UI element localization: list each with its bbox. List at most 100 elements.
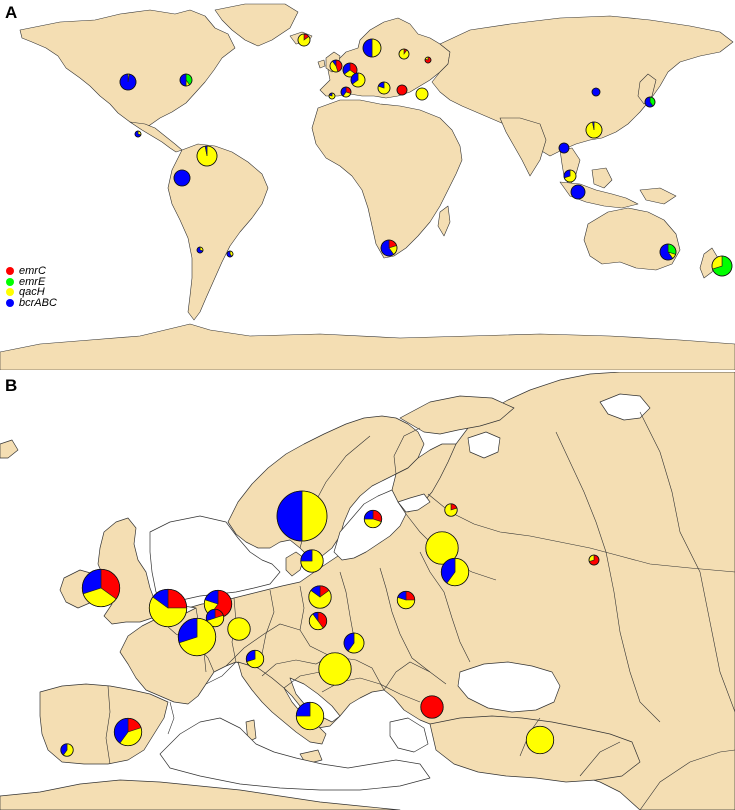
pie-markers-world [119, 33, 733, 277]
pie-marker [558, 142, 570, 154]
pie-outline [591, 87, 601, 97]
pie-outline [525, 725, 555, 755]
pie-outline [245, 649, 265, 669]
pie-marker [585, 121, 603, 139]
pie-outline [179, 73, 193, 87]
pie-outline [563, 169, 577, 183]
land-new-zealand [699, 247, 719, 279]
land-north-africa [0, 779, 401, 810]
pie-marker [350, 72, 366, 88]
pie-outline [148, 588, 188, 628]
pie-outline [570, 184, 586, 200]
land-greenland [214, 3, 299, 47]
world-map [0, 0, 735, 370]
pie-marker [300, 549, 324, 573]
pie-outline [340, 86, 352, 98]
pie-outline [177, 617, 217, 657]
pie-marker [711, 255, 733, 277]
legend-swatch [6, 277, 14, 286]
pie-outline [425, 531, 459, 565]
pie-marker [396, 84, 408, 96]
pie-marker [227, 617, 251, 641]
legend-label: emrE [19, 275, 46, 288]
pie-outline [205, 608, 225, 628]
pie-outline [113, 717, 143, 747]
land-denmark [285, 551, 305, 577]
land-new-guinea [639, 187, 677, 205]
pie-outline [318, 652, 352, 686]
pie-marker [570, 184, 586, 200]
pie-marker [318, 652, 352, 686]
pie-marker [591, 87, 601, 97]
pie-outline [396, 84, 408, 96]
pie-marker [134, 130, 142, 138]
sea-black [457, 661, 561, 713]
pie-outline [295, 701, 325, 731]
legend-item-emre: emrE [6, 275, 57, 288]
land-scandinavia [227, 415, 425, 559]
pie-outline [60, 743, 74, 757]
pie-outline [227, 617, 251, 641]
land-central-america [129, 121, 183, 153]
pie-marker [440, 557, 470, 587]
pie-outline [380, 239, 398, 257]
pie-marker [81, 568, 121, 608]
land-kola [399, 395, 515, 435]
pie-marker [362, 38, 382, 58]
pie-marker [525, 725, 555, 755]
pie-outline [300, 549, 324, 573]
pie-marker [196, 246, 204, 254]
pie-marker [295, 701, 325, 731]
pie-outline [119, 73, 137, 91]
land-madagascar [437, 205, 451, 237]
pie-marker [363, 509, 383, 529]
pie-outline [362, 38, 382, 58]
pie-marker [308, 585, 332, 609]
pie-marker [60, 743, 74, 757]
pie-marker [179, 73, 193, 87]
pie-marker [424, 56, 432, 64]
sea-gulf-finland [397, 493, 431, 513]
pie-outline [398, 48, 410, 60]
pie-outline [342, 62, 358, 78]
pie-marker [113, 717, 143, 747]
pie-marker [420, 695, 444, 719]
sea-aegean [389, 717, 429, 753]
panel-b: B [0, 372, 735, 810]
legend-item-qach: qacH [6, 286, 57, 298]
land-borneo [591, 167, 613, 189]
sea-white [467, 431, 501, 459]
pie-marker [308, 611, 328, 631]
pie-marker [196, 145, 218, 167]
pie-outline [134, 130, 142, 138]
land-south-america [167, 143, 269, 321]
pie-marker [377, 81, 391, 95]
pie-outline [420, 695, 444, 719]
legend-swatch [6, 288, 14, 297]
sea-arctic-inlet [599, 393, 651, 421]
legend-item-emrc: emrC [6, 265, 57, 278]
pie-marker [398, 48, 410, 60]
sea-mediterranean [159, 717, 431, 791]
pie-outline [196, 246, 204, 254]
pie-marker [297, 33, 311, 47]
legend-label: emrC [19, 265, 46, 278]
pie-marker [396, 590, 416, 610]
pie-marker [328, 92, 336, 100]
land-ireland [317, 59, 326, 69]
pie-outline [173, 169, 191, 187]
pie-outline [588, 554, 600, 566]
panel-a-label: A [5, 3, 18, 22]
pie-outline [329, 59, 343, 73]
pie-outline [415, 87, 429, 101]
pie-outline [396, 590, 416, 610]
pie-marker [148, 588, 188, 628]
pie-outline [377, 81, 391, 95]
pie-marker [119, 73, 137, 91]
pie-outline [644, 96, 656, 108]
pie-marker [245, 649, 265, 669]
pie-marker [415, 87, 429, 101]
pie-outline [297, 33, 311, 47]
land-japan [637, 73, 657, 105]
world-landmasses [0, 3, 735, 370]
